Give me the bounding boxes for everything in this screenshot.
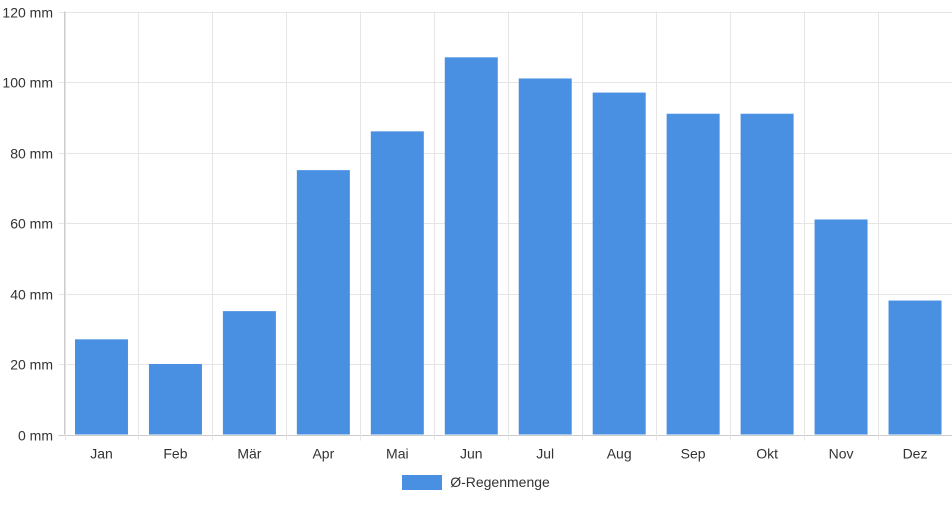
- y-tick-label: 40 mm: [10, 287, 53, 303]
- legend-swatch: [402, 475, 442, 490]
- bar-feb[interactable]: [149, 364, 202, 435]
- x-tick-label: Sep: [681, 446, 706, 462]
- bar-jul[interactable]: [519, 78, 572, 434]
- y-tick-label: 80 mm: [10, 146, 53, 162]
- bar-sep[interactable]: [667, 114, 720, 435]
- legend-label: Ø-Regenmenge: [450, 474, 550, 490]
- y-tick-label: 120 mm: [2, 5, 53, 21]
- bar-dez[interactable]: [889, 301, 942, 435]
- bar-nov[interactable]: [815, 219, 868, 434]
- bar-mär[interactable]: [223, 311, 276, 434]
- x-tick-label: Jul: [536, 446, 554, 462]
- bar-mai[interactable]: [371, 131, 424, 434]
- legend[interactable]: Ø-Regenmenge: [0, 470, 952, 494]
- x-tick-label: Mai: [386, 446, 409, 462]
- bar-jan[interactable]: [75, 339, 128, 434]
- x-tick-label: Feb: [163, 446, 187, 462]
- x-tick-label: Jan: [90, 446, 113, 462]
- y-tick-label: 60 mm: [10, 216, 53, 232]
- x-tick-label: Nov: [829, 446, 854, 462]
- x-tick-label: Apr: [312, 446, 334, 462]
- x-tick-label: Jun: [460, 446, 483, 462]
- x-tick-label: Aug: [607, 446, 632, 462]
- bar-apr[interactable]: [297, 170, 350, 434]
- bar-aug[interactable]: [593, 93, 646, 435]
- x-tick-label: Mär: [237, 446, 261, 462]
- x-tick-label: Dez: [903, 446, 928, 462]
- y-tick-label: 0 mm: [18, 428, 53, 444]
- y-tick-label: 20 mm: [10, 357, 53, 373]
- bar-jun[interactable]: [445, 57, 498, 434]
- bar-okt[interactable]: [741, 114, 794, 435]
- y-tick-label: 100 mm: [2, 75, 53, 91]
- x-tick-label: Okt: [756, 446, 778, 462]
